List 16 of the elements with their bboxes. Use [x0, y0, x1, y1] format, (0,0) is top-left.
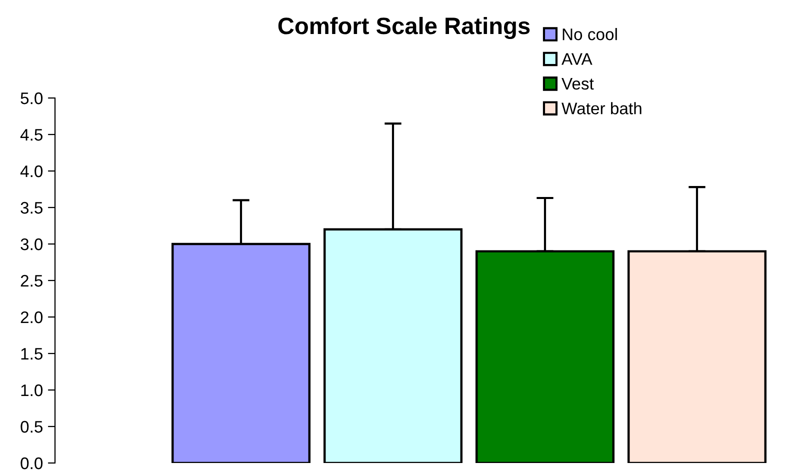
y-tick-label: 0.0	[20, 457, 43, 470]
y-tick-label: 1.5	[21, 348, 42, 360]
y-tick-label: 0.5	[20, 420, 42, 433]
chart-title: Comfort Scale Ratings	[278, 16, 530, 40]
y-tick-label: 4.0	[20, 165, 43, 178]
legend-label: Water bath	[562, 102, 642, 114]
legend-label: AVA	[562, 53, 592, 65]
y-tick-label: 2.0	[20, 311, 43, 324]
legend-label: Vest	[562, 78, 594, 90]
y-tick-label: 3.5	[20, 202, 42, 214]
y-tick-label: 3.0	[20, 238, 43, 250]
y-tick-label: 5.0	[20, 92, 43, 104]
y-tick-label: 4.5	[20, 129, 42, 141]
y-tick-label: 2.5	[20, 274, 42, 287]
y-tick-label: 1.0	[21, 384, 43, 396]
legend-label: No cool	[562, 28, 617, 40]
